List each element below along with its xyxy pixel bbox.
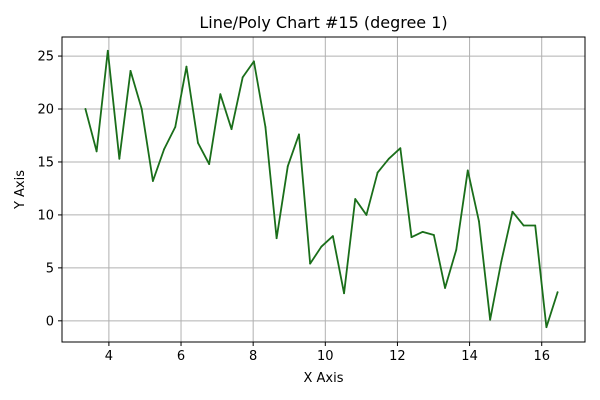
series-line — [84, 49, 559, 329]
x-tick-label: 8 — [249, 349, 257, 364]
data-point — [500, 260, 503, 263]
data-point — [174, 126, 177, 128]
x-tick-label: 10 — [317, 349, 334, 364]
y-axis-label: Y Axis — [13, 170, 28, 210]
data-point — [399, 147, 402, 150]
grid — [62, 37, 585, 342]
data-point — [264, 126, 267, 128]
data-point — [118, 157, 121, 160]
data-point — [343, 292, 345, 295]
plot-frame — [61, 36, 586, 343]
data-point — [320, 245, 323, 248]
x-tick-label: 12 — [389, 349, 406, 364]
data-point — [140, 108, 143, 110]
data-point — [534, 224, 537, 227]
data-point — [444, 287, 446, 289]
y-tick-label: 25 — [37, 50, 54, 65]
data-point — [129, 69, 132, 72]
x-tick-label: 14 — [461, 349, 478, 364]
data-point — [197, 142, 199, 144]
data-point — [387, 157, 390, 160]
data-point — [432, 234, 435, 236]
data-point — [511, 210, 514, 213]
data-point — [219, 93, 222, 96]
data-point — [489, 318, 492, 321]
data-point — [298, 133, 300, 136]
data-point — [365, 214, 368, 216]
data-point — [455, 248, 458, 251]
data-point — [230, 128, 233, 131]
data-point — [522, 224, 525, 227]
ticks: 4 6 8 10 12 14 16 0 5 10 15 20 25 — [37, 50, 550, 364]
y-tick-label: 15 — [37, 155, 54, 170]
data-point — [556, 291, 559, 294]
data-point — [286, 165, 289, 168]
data-point — [163, 148, 165, 151]
chart-title: Line/Poly Chart #15 (degree 1) — [199, 13, 447, 32]
data-point — [106, 49, 109, 52]
data-point — [275, 237, 278, 240]
data-point — [309, 262, 312, 265]
data-point — [410, 236, 413, 239]
data-point — [354, 198, 357, 200]
data-point — [421, 230, 424, 233]
data-point — [208, 163, 211, 165]
y-tick-label: 5 — [46, 261, 54, 276]
data-point — [151, 180, 154, 182]
data-point — [478, 220, 480, 223]
data-point — [331, 235, 334, 238]
series-layer — [84, 49, 559, 329]
data-point — [95, 150, 98, 153]
x-axis-label: X Axis — [303, 371, 343, 386]
data-point — [185, 65, 188, 68]
x-tick-label: 6 — [177, 349, 185, 364]
y-tick-label: 20 — [37, 103, 54, 118]
data-point — [241, 76, 244, 79]
data-point — [376, 171, 379, 174]
data-point — [466, 169, 469, 172]
data-point — [84, 108, 87, 110]
data-point — [545, 326, 548, 329]
y-tick-label: 0 — [46, 314, 54, 329]
x-tick-label: 16 — [533, 349, 550, 364]
y-tick-label: 10 — [37, 208, 54, 223]
data-point — [252, 60, 255, 63]
x-tick-label: 4 — [105, 349, 113, 364]
